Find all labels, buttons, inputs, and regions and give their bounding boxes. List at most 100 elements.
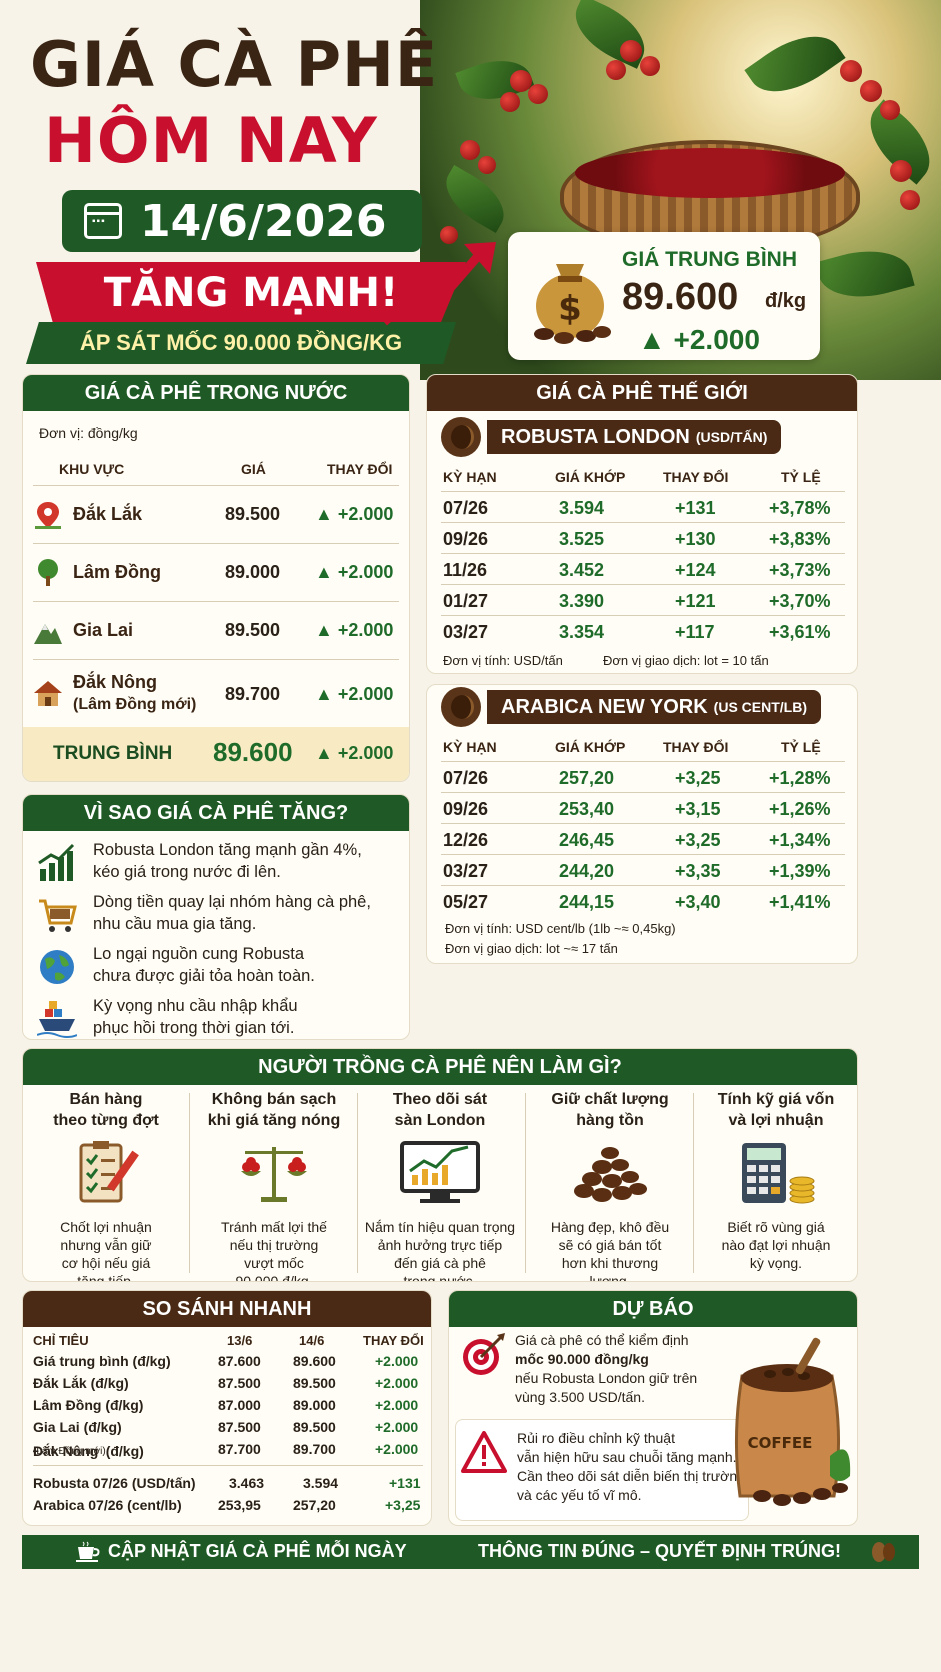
robusta-note-unit: Đơn vị tính: USD/tấn — [443, 653, 563, 668]
scale-icon — [241, 1147, 307, 1202]
mountain-icon — [34, 624, 62, 644]
advice-item: Bán hàng theo từng đợt Chốt lợi nhuận nh… — [53, 1091, 159, 1282]
advice-item: Theo dõi sát sàn London Nắm tín hiệu qua… — [364, 1091, 516, 1282]
forecast-title: DỰ BÁO — [449, 1291, 857, 1327]
robusta-row: 07/26 3.594 +131 +3,78% — [441, 491, 845, 522]
date-badge: 14/6/2026 — [62, 190, 422, 252]
robusta-header: ROBUSTA LONDON (USD/TẤN) — [441, 417, 782, 457]
domestic-unit-note: Đơn vị: đồng/kg — [39, 425, 138, 441]
chart-up-icon — [38, 843, 75, 881]
average-price-card: $ GIÁ TRUNG BÌNH 89.600 đ/kg ▲ +2.000 — [508, 232, 820, 360]
triangle-up-icon: ▲ — [315, 504, 338, 524]
arabica-note-lot: Đơn vị giao dịch: lot ~≈ 17 tấn — [445, 941, 618, 956]
arabica-note-unit: Đơn vị tính: USD cent/lb (1lb ~≈ 0,45kg) — [445, 921, 676, 936]
compare-row: Đắk Nông (Lâm Đồng mới) (đ/kg) 87.700 89.7… — [33, 1441, 419, 1459]
robusta-row: 11/26 3.452 +124 +3,73% — [441, 553, 845, 584]
why-price-rise-card: VÌ SAO GIÁ CÀ PHÊ TĂNG? Robusta London t… — [22, 794, 410, 1040]
target-icon — [463, 1333, 505, 1375]
domestic-row: Lâm Đồng 89.000 ▲ +2.000 — [33, 543, 399, 601]
arabica-row: 05/27 244,15 +3,40 +1,41% — [441, 885, 845, 916]
tree-icon — [38, 559, 58, 586]
why-item: Dòng tiền quay lại nhóm hàng cà phê, nhu… — [37, 891, 403, 943]
subheadline-text: ÁP SÁT MỐC 90.000 ĐỒNG/KG — [79, 330, 403, 355]
compare-row: Lâm Đồng (đ/kg) 87.000 89.000 +2.000 — [33, 1397, 419, 1413]
why-title: VÌ SAO GIÁ CÀ PHÊ TĂNG? — [23, 795, 409, 831]
domestic-price-card: GIÁ CÀ PHÊ TRONG NƯỚC Đơn vị: đồng/kg KH… — [22, 374, 410, 782]
monitor-chart-icon — [400, 1141, 480, 1203]
svg-text:COFFEE: COFFEE — [748, 1434, 813, 1452]
col-region: KHU VỰC — [59, 461, 125, 477]
domestic-average-row: TRUNG BÌNH 89.600 ▲ +2.000 — [23, 727, 409, 781]
world-robusta-card: GIÁ CÀ PHÊ THẾ GIỚI ROBUSTA LONDON (USD/T… — [426, 374, 858, 674]
arabica-row: 12/26 246,45 +3,25 +1,34% — [441, 823, 845, 854]
ship-icon — [37, 1001, 77, 1038]
forecast-item-2: Rủi ro điều chỉnh kỹ thuật vẫn hiện hữu … — [517, 1430, 745, 1503]
average-value: 89.600 — [622, 276, 739, 318]
title-line2: HÔM NAY — [44, 104, 378, 177]
title-line1: GIÁ CÀ PHÊ — [30, 28, 439, 101]
compare-row: Gia Lai (đ/kg) 87.500 89.500 +2.000 — [33, 1419, 419, 1435]
triangle-up-icon: ▲ — [315, 562, 338, 582]
cart-icon — [39, 899, 77, 932]
svg-text:$: $ — [558, 289, 582, 329]
house-icon — [34, 681, 62, 706]
footer-right-text: THÔNG TIN ĐÚNG – QUYẾT ĐỊNH TRÚNG! — [478, 1541, 841, 1561]
coffee-beans-icon — [574, 1147, 647, 1202]
advice-item: Không bán sạch khi giá tăng nóng Tránh m… — [207, 1091, 341, 1282]
compare-row: Đắk Lắk (đ/kg) 87.500 89.500 +2.000 — [33, 1375, 419, 1391]
triangle-up-icon: ▲ — [638, 324, 674, 355]
subheadline-banner: ÁP SÁT MỐC 90.000 ĐỒNG/KG — [26, 322, 456, 364]
world-title: GIÁ CÀ PHÊ THẾ GIỚI — [427, 375, 857, 411]
robusta-row: 01/27 3.390 +121 +3,70% — [441, 584, 845, 615]
coffee-cherries-image — [575, 148, 845, 198]
compare-title: SO SÁNH NHANH — [23, 1291, 431, 1327]
arabica-row: 07/26 257,20 +3,25 +1,28% — [441, 761, 845, 792]
coffee-bean-icon — [441, 687, 481, 727]
coffee-sack-image: COFFEE — [734, 1337, 851, 1506]
farmer-advice-card: NGƯỜI TRỒNG CÀ PHÊ NÊN LÀM GÌ? Bán hàng … — [22, 1048, 858, 1282]
robusta-row: 03/27 3.354 +117 +3,61% — [441, 615, 845, 646]
domestic-row: Đắk Lắk 89.500 ▲ +2.000 — [33, 485, 399, 543]
forecast-item-1: Giá cà phê có thể kiểm định mốc 90.000 đ… — [515, 1332, 698, 1405]
why-item: Kỳ vọng nhu cầu nhập khẩu phục hồi trong… — [37, 995, 403, 1039]
checklist-icon — [79, 1141, 139, 1203]
domestic-title: GIÁ CÀ PHÊ TRONG NƯỚC — [23, 375, 409, 411]
compare-row: Robusta 07/26 (USD/tấn) 3.463 3.594 +131 — [33, 1475, 421, 1491]
triangle-up-icon: ▲ — [315, 743, 338, 763]
footer-left-text: CẬP NHẬT GIÁ CÀ PHÊ MỖI NGÀY — [108, 1541, 407, 1561]
location-pin-icon — [35, 502, 61, 529]
coffee-cup-icon — [76, 1541, 100, 1562]
trend-up-arrow-icon — [381, 242, 496, 326]
average-label: GIÁ TRUNG BÌNH — [622, 248, 797, 271]
coffee-bean-icon — [441, 417, 481, 457]
footer-bar: CẬP NHẬT GIÁ CÀ PHÊ MỖI NGÀY THÔNG TIN Đ… — [22, 1535, 919, 1569]
calendar-icon — [84, 203, 122, 239]
why-item: Robusta London tăng mạnh gần 4%, kéo giá… — [37, 839, 403, 891]
money-bag-icon: $ — [534, 264, 611, 344]
arabica-row: 03/27 244,20 +3,35 +1,39% — [441, 854, 845, 885]
advice-item: Tính kỹ giá vốn và lợi nhuận Biết rõ vùn… — [717, 1091, 835, 1271]
globe-icon — [40, 950, 74, 984]
arabica-row: 09/26 253,40 +3,15 +1,26% — [441, 792, 845, 823]
robusta-row: 09/26 3.525 +130 +3,83% — [441, 522, 845, 553]
col-change: THAY ĐỔI — [327, 461, 393, 477]
domestic-row: Gia Lai 89.500 ▲ +2.000 — [33, 601, 399, 659]
domestic-row: Đắk Nông (Lâm Đồng mới) 89.700 ▲ +2.000 — [33, 659, 399, 725]
average-unit: đ/kg — [765, 290, 807, 312]
average-change: ▲ +2.000 — [638, 324, 760, 355]
warning-icon — [461, 1431, 507, 1473]
arabica-header: ARABICA NEW YORK (US CENT/LB) — [441, 687, 821, 727]
triangle-up-icon: ▲ — [315, 684, 338, 704]
date-text: 14/6/2026 — [140, 195, 387, 247]
coffee-bean-icon — [872, 1542, 895, 1562]
advice-title: NGƯỜI TRỒNG CÀ PHÊ NÊN LÀM GÌ? — [23, 1049, 857, 1085]
headline-text: TĂNG MẠNH! — [103, 270, 399, 316]
col-price: GIÁ — [241, 461, 266, 477]
robusta-note-lot: Đơn vị giao dịch: lot = 10 tấn — [603, 653, 769, 668]
advice-item: Giữ chất lượng hàng tồn Hàng đẹp, khô đề… — [550, 1091, 670, 1282]
why-item: Lo ngại nguồn cung Robusta chưa được giả… — [37, 943, 403, 995]
compare-row: Arabica 07/26 (cent/lb) 253,95 257,20 +3,25 — [33, 1497, 421, 1513]
calculator-icon — [742, 1143, 815, 1204]
world-arabica-card: ARABICA NEW YORK (US CENT/LB) KỲ HẠN GIÁ … — [426, 684, 858, 964]
triangle-up-icon: ▲ — [315, 620, 338, 640]
